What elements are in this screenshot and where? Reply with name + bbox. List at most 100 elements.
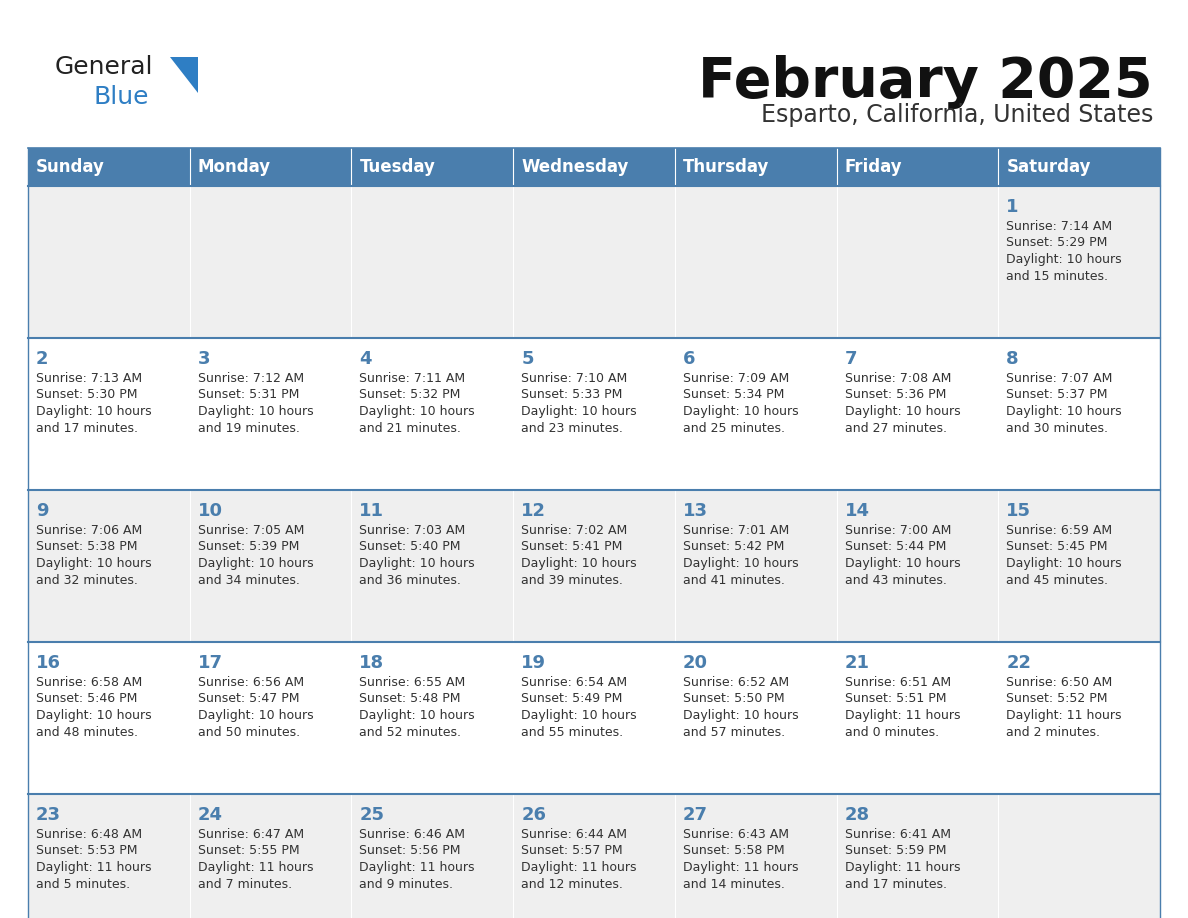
Text: Sunset: 5:55 PM: Sunset: 5:55 PM: [197, 845, 299, 857]
Text: Sunset: 5:32 PM: Sunset: 5:32 PM: [360, 388, 461, 401]
Text: Sunset: 5:34 PM: Sunset: 5:34 PM: [683, 388, 784, 401]
Text: Sunset: 5:53 PM: Sunset: 5:53 PM: [36, 845, 138, 857]
Bar: [29, 490, 190, 642]
Text: February 2025: February 2025: [699, 55, 1154, 109]
Text: and 25 minutes.: and 25 minutes.: [683, 421, 785, 434]
Text: Daylight: 10 hours: Daylight: 10 hours: [1006, 405, 1121, 418]
Text: Sunrise: 6:47 AM: Sunrise: 6:47 AM: [197, 828, 304, 841]
Text: Sunrise: 7:11 AM: Sunrise: 7:11 AM: [360, 372, 466, 385]
Text: 8: 8: [1006, 350, 1019, 368]
Bar: [352, 186, 513, 338]
Text: Sunset: 5:39 PM: Sunset: 5:39 PM: [197, 541, 299, 554]
Text: Sunset: 5:44 PM: Sunset: 5:44 PM: [845, 541, 946, 554]
Bar: [998, 186, 1159, 338]
Text: 21: 21: [845, 654, 870, 672]
Bar: [29, 186, 190, 338]
Text: and 41 minutes.: and 41 minutes.: [683, 574, 785, 587]
Text: Daylight: 10 hours: Daylight: 10 hours: [360, 709, 475, 722]
Text: Sunset: 5:38 PM: Sunset: 5:38 PM: [36, 541, 138, 554]
Text: Saturday: Saturday: [1006, 158, 1091, 176]
Text: and 19 minutes.: and 19 minutes.: [197, 421, 299, 434]
Text: 10: 10: [197, 502, 222, 520]
Text: Daylight: 11 hours: Daylight: 11 hours: [683, 861, 798, 874]
Bar: [190, 490, 352, 642]
Text: and 34 minutes.: and 34 minutes.: [197, 574, 299, 587]
Text: Daylight: 11 hours: Daylight: 11 hours: [522, 861, 637, 874]
Text: Sunset: 5:29 PM: Sunset: 5:29 PM: [1006, 237, 1107, 250]
Text: 27: 27: [683, 806, 708, 824]
Bar: [836, 186, 998, 338]
Text: 19: 19: [522, 654, 546, 672]
Text: and 17 minutes.: and 17 minutes.: [845, 878, 947, 890]
Text: Sunrise: 6:55 AM: Sunrise: 6:55 AM: [360, 676, 466, 689]
Text: Sunrise: 6:43 AM: Sunrise: 6:43 AM: [683, 828, 789, 841]
Bar: [998, 642, 1159, 794]
Bar: [352, 642, 513, 794]
Text: Daylight: 10 hours: Daylight: 10 hours: [683, 709, 798, 722]
Text: 9: 9: [36, 502, 49, 520]
Bar: [675, 148, 836, 186]
Text: Daylight: 10 hours: Daylight: 10 hours: [360, 405, 475, 418]
Text: Wednesday: Wednesday: [522, 158, 628, 176]
Text: and 32 minutes.: and 32 minutes.: [36, 574, 138, 587]
Text: and 57 minutes.: and 57 minutes.: [683, 725, 785, 738]
Bar: [836, 148, 998, 186]
Text: 6: 6: [683, 350, 695, 368]
Bar: [29, 794, 190, 918]
Bar: [29, 148, 190, 186]
Text: Sunset: 5:45 PM: Sunset: 5:45 PM: [1006, 541, 1107, 554]
Bar: [513, 148, 675, 186]
Text: and 17 minutes.: and 17 minutes.: [36, 421, 138, 434]
Text: Daylight: 10 hours: Daylight: 10 hours: [845, 557, 960, 570]
Text: Daylight: 10 hours: Daylight: 10 hours: [683, 557, 798, 570]
Bar: [513, 490, 675, 642]
Text: Daylight: 10 hours: Daylight: 10 hours: [522, 405, 637, 418]
Text: Daylight: 10 hours: Daylight: 10 hours: [36, 557, 152, 570]
Text: Sunrise: 6:58 AM: Sunrise: 6:58 AM: [36, 676, 143, 689]
Text: Sunrise: 7:02 AM: Sunrise: 7:02 AM: [522, 524, 627, 537]
Text: and 2 minutes.: and 2 minutes.: [1006, 725, 1100, 738]
Text: Sunset: 5:33 PM: Sunset: 5:33 PM: [522, 388, 623, 401]
Bar: [29, 338, 190, 490]
Text: Daylight: 11 hours: Daylight: 11 hours: [36, 861, 152, 874]
Text: 5: 5: [522, 350, 533, 368]
Text: Sunset: 5:50 PM: Sunset: 5:50 PM: [683, 692, 784, 706]
Text: Sunrise: 7:03 AM: Sunrise: 7:03 AM: [360, 524, 466, 537]
Text: 12: 12: [522, 502, 546, 520]
Text: 23: 23: [36, 806, 61, 824]
Text: and 14 minutes.: and 14 minutes.: [683, 878, 785, 890]
Bar: [998, 148, 1159, 186]
Text: Sunset: 5:41 PM: Sunset: 5:41 PM: [522, 541, 623, 554]
Text: Daylight: 10 hours: Daylight: 10 hours: [522, 709, 637, 722]
Text: 28: 28: [845, 806, 870, 824]
Text: Sunrise: 7:12 AM: Sunrise: 7:12 AM: [197, 372, 304, 385]
Text: 11: 11: [360, 502, 385, 520]
Bar: [836, 642, 998, 794]
Text: Sunrise: 6:52 AM: Sunrise: 6:52 AM: [683, 676, 789, 689]
Text: Daylight: 10 hours: Daylight: 10 hours: [36, 405, 152, 418]
Text: Monday: Monday: [197, 158, 271, 176]
Bar: [513, 794, 675, 918]
Text: Daylight: 10 hours: Daylight: 10 hours: [36, 709, 152, 722]
Bar: [998, 338, 1159, 490]
Text: Sunrise: 6:41 AM: Sunrise: 6:41 AM: [845, 828, 950, 841]
Text: and 48 minutes.: and 48 minutes.: [36, 725, 138, 738]
Bar: [352, 338, 513, 490]
Text: Thursday: Thursday: [683, 158, 770, 176]
Text: and 0 minutes.: and 0 minutes.: [845, 725, 939, 738]
Bar: [675, 794, 836, 918]
Text: 15: 15: [1006, 502, 1031, 520]
Text: Daylight: 10 hours: Daylight: 10 hours: [197, 405, 314, 418]
Text: Blue: Blue: [93, 85, 148, 109]
Text: Sunset: 5:31 PM: Sunset: 5:31 PM: [197, 388, 299, 401]
Text: Daylight: 10 hours: Daylight: 10 hours: [522, 557, 637, 570]
Text: Daylight: 11 hours: Daylight: 11 hours: [1006, 709, 1121, 722]
Text: Friday: Friday: [845, 158, 902, 176]
Text: and 9 minutes.: and 9 minutes.: [360, 878, 454, 890]
Text: 3: 3: [197, 350, 210, 368]
Text: Sunset: 5:52 PM: Sunset: 5:52 PM: [1006, 692, 1107, 706]
Text: Sunrise: 6:46 AM: Sunrise: 6:46 AM: [360, 828, 466, 841]
Text: Sunrise: 6:59 AM: Sunrise: 6:59 AM: [1006, 524, 1112, 537]
Text: General: General: [55, 55, 153, 79]
Text: Daylight: 10 hours: Daylight: 10 hours: [197, 557, 314, 570]
